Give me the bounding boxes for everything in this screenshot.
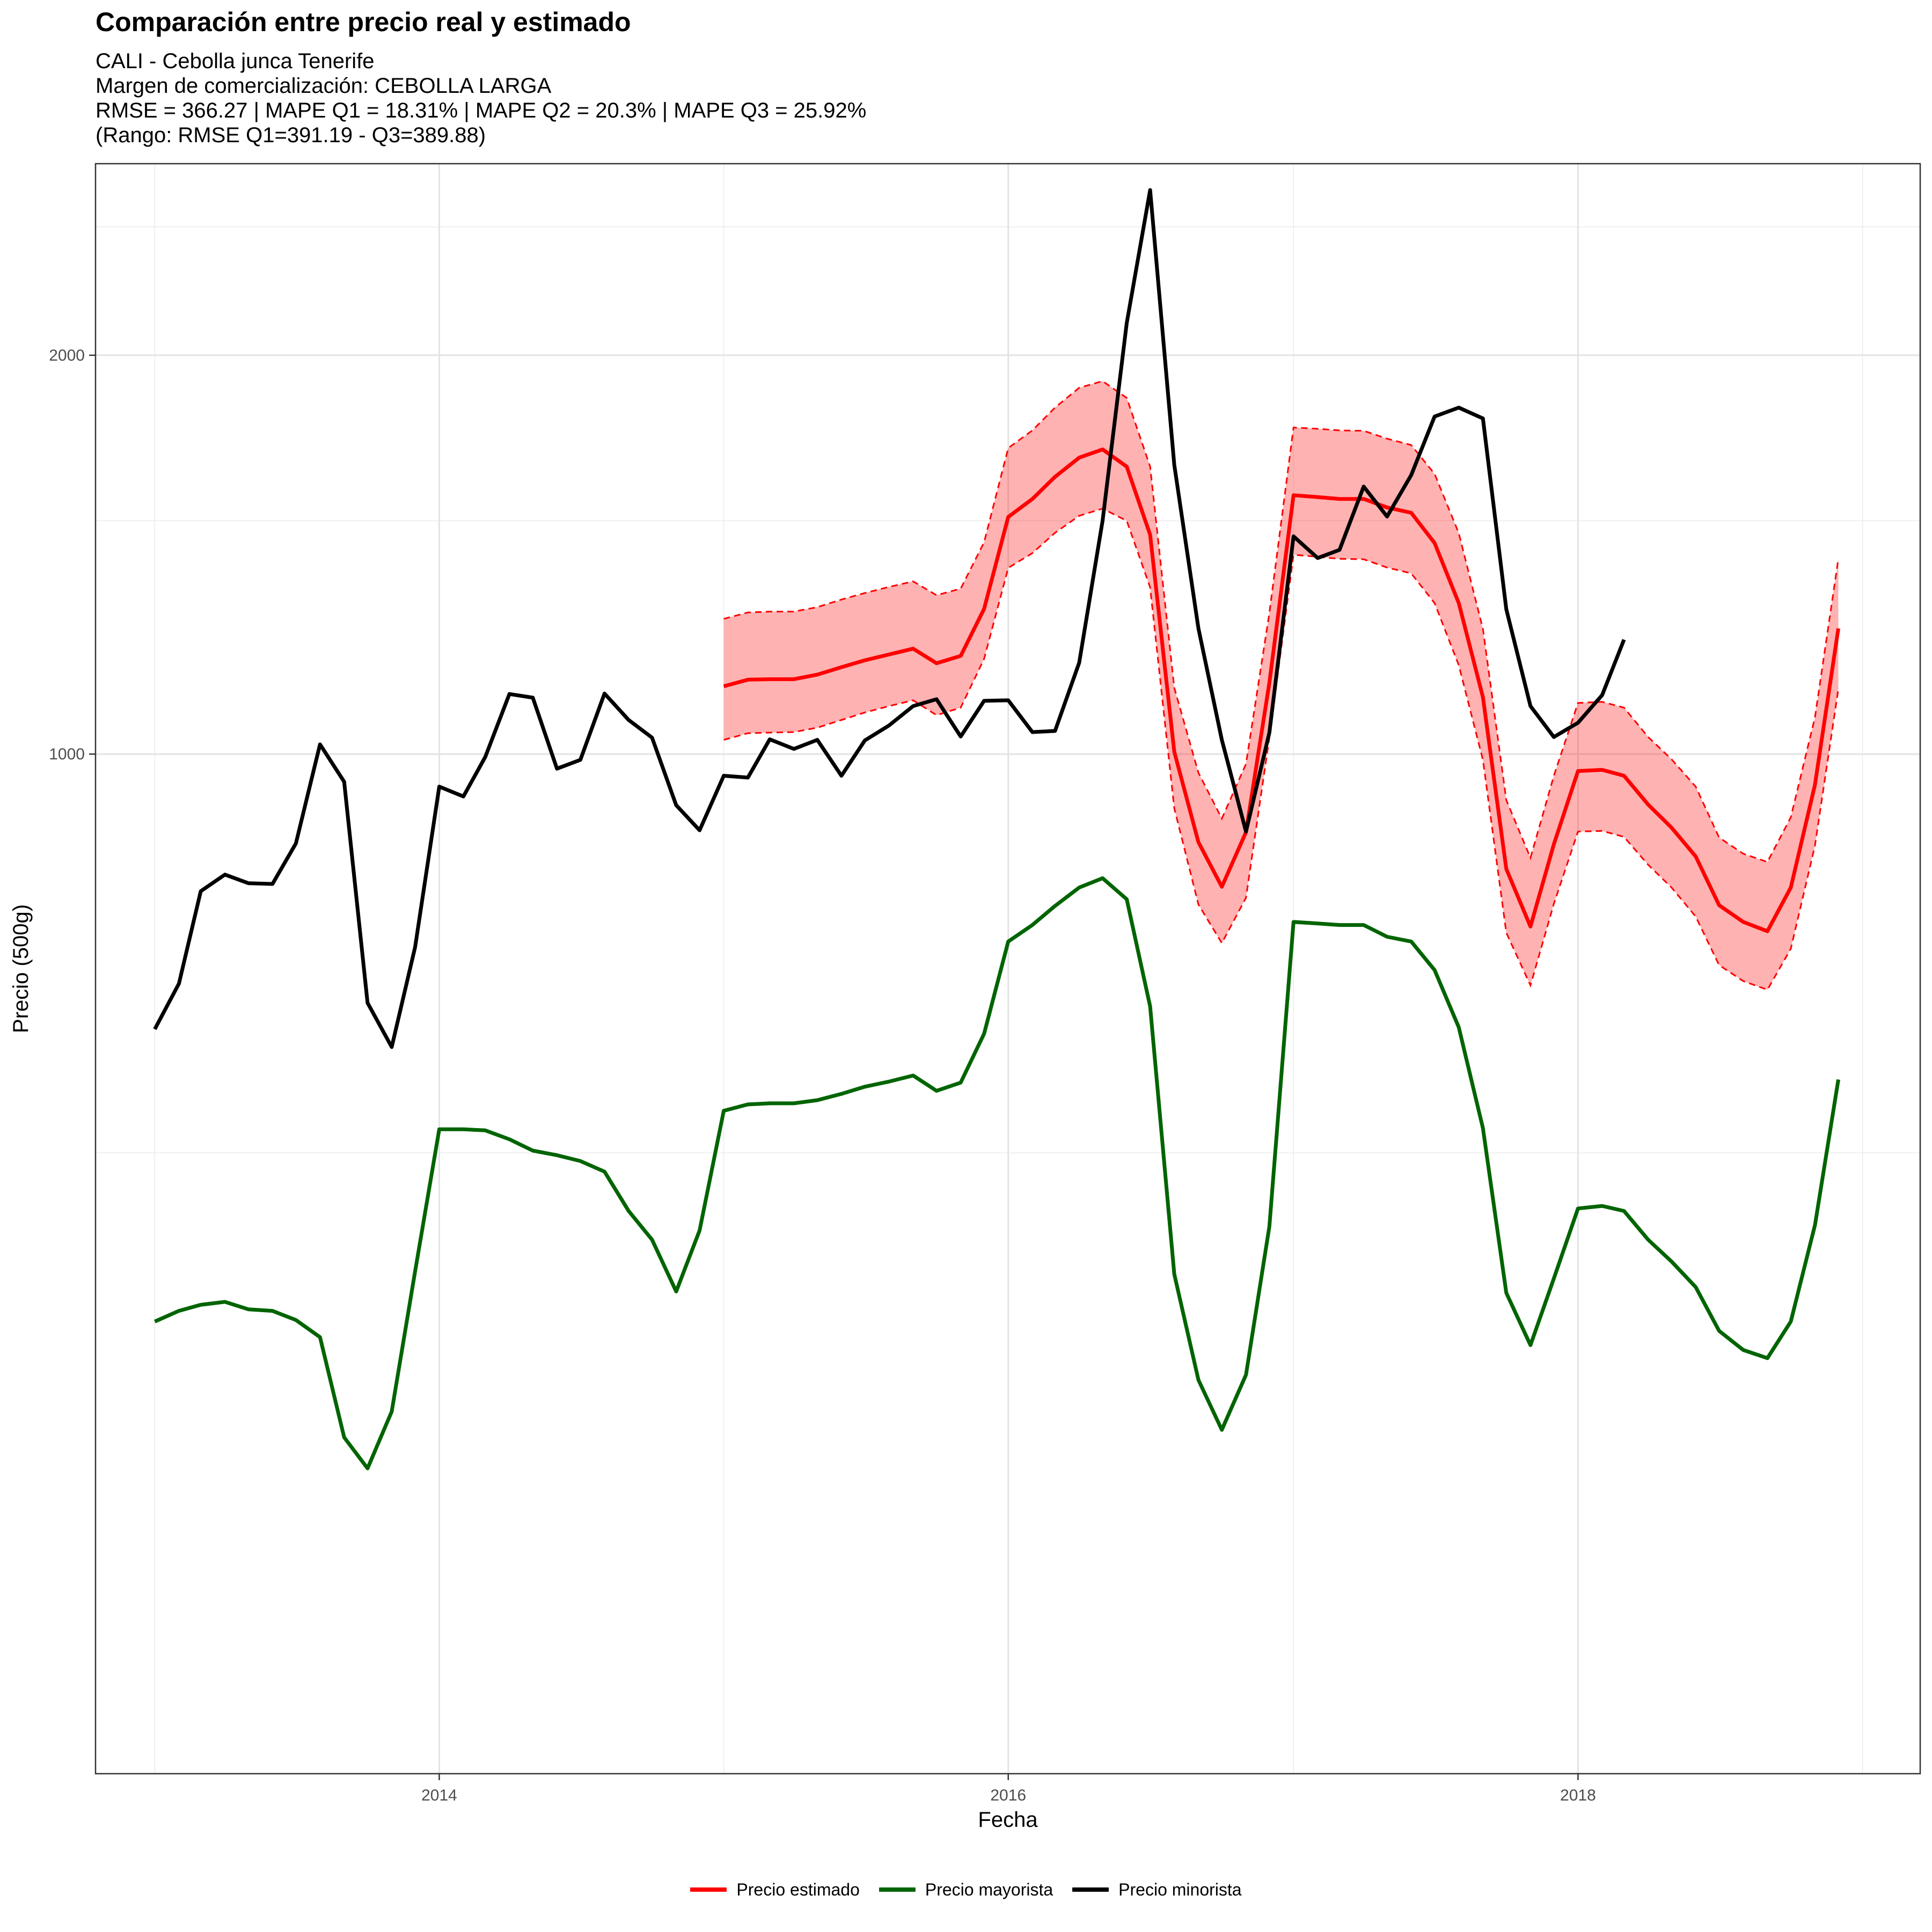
y-tick-label: 1000 <box>49 745 85 763</box>
legend-item-estimado: Precio estimado <box>690 1879 860 1900</box>
estimate-band <box>723 381 1839 990</box>
legend-item-mayorista: Precio mayorista <box>879 1880 1053 1900</box>
legend-key-estimado <box>690 1887 727 1892</box>
legend-label-estimado: Precio estimado <box>736 1879 860 1899</box>
y-axis-title: Precio (500g) <box>9 904 33 1033</box>
series-layer <box>153 188 1840 1470</box>
legend-label-minorista: Precio minorista <box>1118 1879 1242 1899</box>
legend-key-minorista <box>1072 1887 1109 1892</box>
legend: Precio estimado Precio mayorista Precio … <box>0 1876 1932 1903</box>
chart-subtitle-line-3: RMSE = 366.27 | MAPE Q1 = 18.31% | MAPE … <box>96 99 867 122</box>
x-tick-label: 2018 <box>1560 1787 1596 1804</box>
chart-subtitle-line-1: CALI - Cebolla junca Tenerife <box>96 49 375 73</box>
chart-subtitle-line-2: Margen de comercialización: CEBOLLA LARG… <box>96 74 552 98</box>
x-tick-label: 2016 <box>990 1787 1026 1804</box>
x-tick-label: 2014 <box>421 1787 457 1804</box>
legend-item-minorista: Precio minorista <box>1072 1879 1242 1900</box>
series-line-estimado <box>723 447 1840 933</box>
y-tick-label: 2000 <box>49 347 85 364</box>
series-line-mayorista <box>153 876 1840 1470</box>
axis-ticks: 2014 2016 2018 1000 2000 <box>49 347 1596 1804</box>
x-axis-title: Fecha <box>978 1808 1038 1832</box>
series-line-minorista <box>153 188 1626 1049</box>
chart-title: Comparación entre precio real y estimado <box>96 7 631 37</box>
legend-label-mayorista: Precio mayorista <box>925 1879 1053 1899</box>
chart-subtitle-line-4: (Rango: RMSE Q1=391.19 - Q3=389.88) <box>96 123 486 147</box>
major-gridlines <box>96 164 1920 1774</box>
legend-key-mayorista <box>879 1887 916 1892</box>
estimate-upper-bound-line <box>723 380 1839 863</box>
